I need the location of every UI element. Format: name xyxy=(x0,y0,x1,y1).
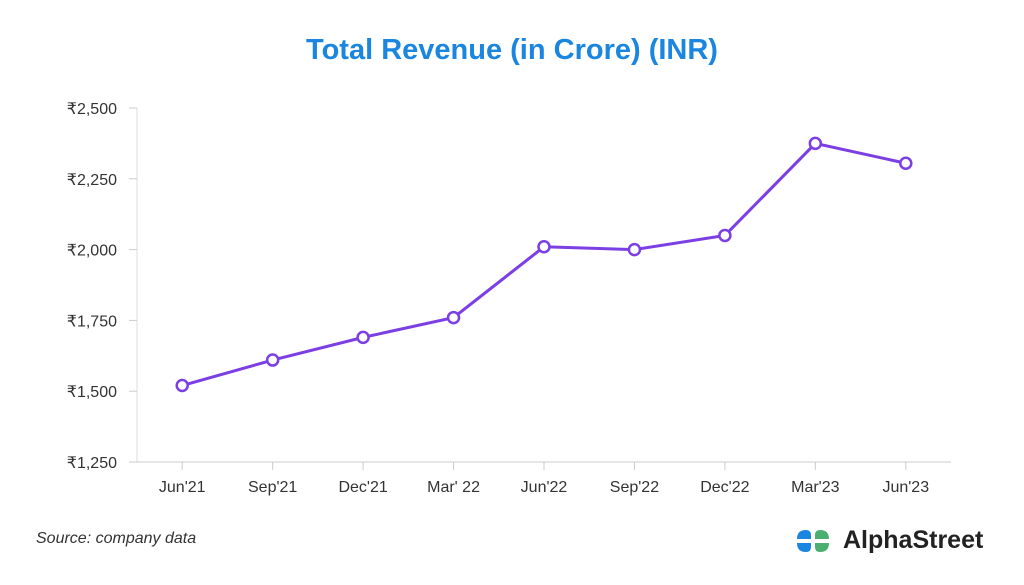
x-tick-label: Dec'21 xyxy=(338,479,387,496)
data-point xyxy=(356,330,370,345)
y-tick-label: ₹2,500 xyxy=(67,101,117,118)
y-tick-label: ₹1,250 xyxy=(67,455,117,472)
alphastreet-logo-icon xyxy=(797,529,829,552)
data-point xyxy=(537,240,551,254)
alphastreet-logo: AlphaStreet xyxy=(795,526,983,555)
data-point xyxy=(265,353,280,367)
x-tick-label: Mar'23 xyxy=(791,479,840,496)
x-tick-label: Jun'22 xyxy=(521,479,568,496)
x-tick-label: Dec'22 xyxy=(700,479,749,496)
data-point xyxy=(899,156,913,170)
data-point xyxy=(175,378,189,393)
x-tick-label: Sep'22 xyxy=(610,479,659,496)
y-tick-label: ₹2,250 xyxy=(67,172,117,189)
series-line xyxy=(181,141,907,387)
data-point xyxy=(446,310,461,325)
data-point xyxy=(808,136,823,151)
x-tick-label: Mar' 22 xyxy=(427,479,480,496)
x-tick-label: Sep'21 xyxy=(248,479,297,496)
x-tick-label: Jun'21 xyxy=(159,479,206,496)
logo-text: AlphaStreet xyxy=(843,526,984,554)
y-tick-label: ₹1,750 xyxy=(67,313,117,330)
chart-title: Total Revenue (in Crore) (INR) xyxy=(306,34,718,66)
y-tick-label: ₹1,500 xyxy=(67,384,117,401)
data-point xyxy=(627,242,642,257)
source-note: Source: company data xyxy=(36,530,197,547)
data-point xyxy=(718,228,732,243)
y-tick-label: ₹2,000 xyxy=(67,243,117,260)
x-tick-label: Jun'23 xyxy=(882,479,929,496)
